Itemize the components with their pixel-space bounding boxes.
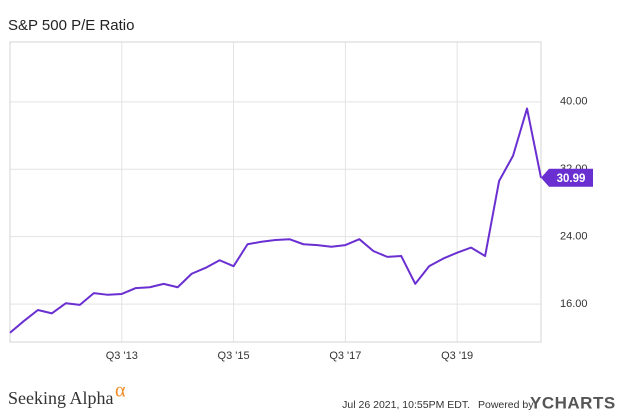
x-tick-label: Q3 '15 (218, 350, 250, 362)
brand: Seeking Alpha (8, 388, 114, 408)
powered-by: Powered by (478, 399, 534, 411)
last-value-label: 30.99 (557, 173, 586, 185)
y-tick-label: 40.00 (560, 96, 588, 108)
chart-title: S&P 500 P/E Ratio (8, 17, 134, 34)
provider-logo: YCHARTS (530, 393, 616, 412)
y-tick-label: 24.00 (560, 231, 588, 243)
brand-mark: α (115, 380, 126, 402)
plot-frame (9, 41, 542, 343)
x-tick-label: Q3 '19 (441, 350, 473, 362)
data-line (9, 107, 542, 334)
x-tick-label: Q3 '17 (329, 350, 361, 362)
y-tick-label: 16.00 (560, 298, 588, 310)
last-value-flag (541, 168, 593, 187)
x-tick-label: Q3 '13 (106, 350, 138, 362)
timestamp: Jul 26 2021, 10:55PM EDT. (342, 399, 470, 411)
